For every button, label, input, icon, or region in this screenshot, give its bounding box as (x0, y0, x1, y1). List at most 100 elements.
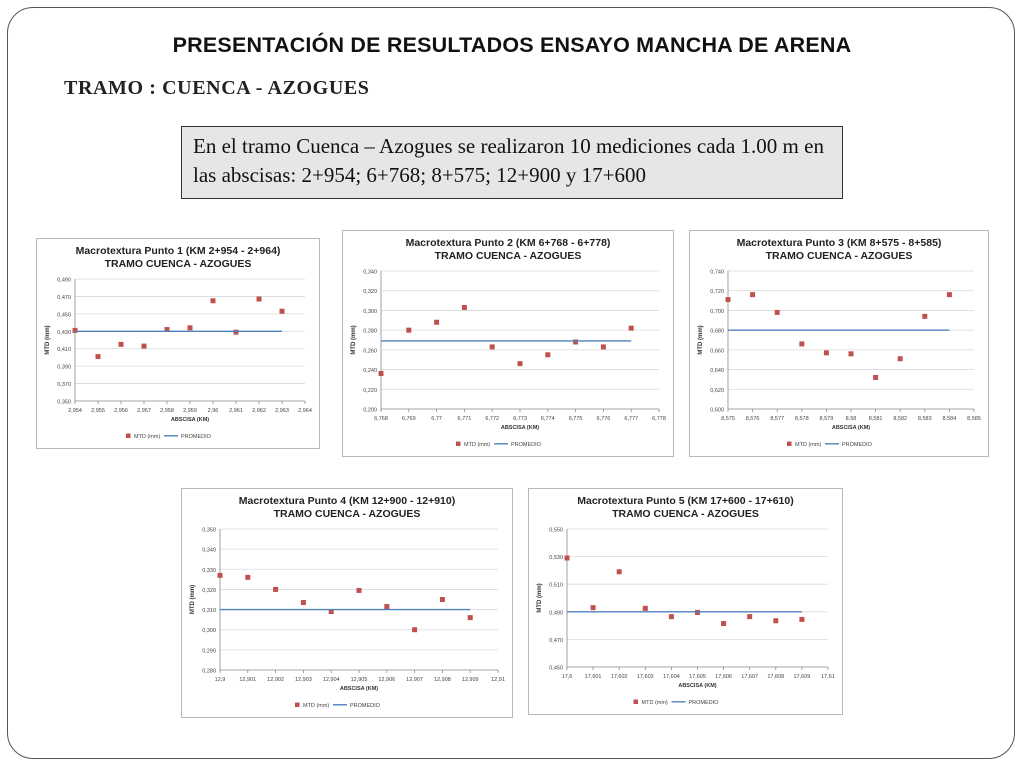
y-axis-label: MTD (mm) (45, 325, 51, 354)
x-tick-label: 2,955 (91, 408, 105, 414)
data-point (616, 569, 622, 575)
x-tick-label: 12,905 (351, 677, 368, 683)
x-axis-label: ABSCISA (KM) (678, 683, 716, 689)
y-axis-label: MTD (mm) (698, 325, 704, 354)
x-tick-label: 17,609 (793, 674, 810, 680)
data-point (300, 600, 306, 606)
x-tick-label: 17,603 (637, 674, 654, 680)
page-title: PRESENTACIÓN DE RESULTADOS ENSAYO MANCHA… (172, 33, 852, 57)
legend-label-mtd: MTD (mm) (134, 434, 160, 440)
data-point (279, 308, 285, 314)
legend-label-promedio: PROMEDIO (181, 434, 212, 440)
y-tick-label: 0,260 (363, 348, 377, 354)
data-point (273, 586, 279, 592)
data-point (873, 374, 879, 380)
data-point (799, 341, 805, 347)
y-tick-label: 0,740 (710, 270, 724, 276)
data-point (217, 572, 223, 578)
y-tick-label: 0,550 (549, 528, 563, 534)
y-tick-label: 0,290 (202, 648, 216, 654)
data-point (187, 325, 193, 331)
data-point (72, 327, 78, 333)
data-point (946, 292, 952, 298)
data-point (412, 627, 418, 633)
x-tick-label: 8,58 (846, 416, 857, 422)
chart-punto-2: Macrotextura Punto 2 (KM 6+768 - 6+778) T… (342, 230, 674, 457)
data-point (642, 605, 648, 611)
x-tick-label: 12,904 (323, 677, 340, 683)
chart-title: Macrotextura Punto 3 (KM 8+575 - 8+585) (737, 237, 942, 249)
y-tick-label: 0,280 (363, 329, 377, 335)
data-point (773, 618, 779, 624)
x-tick-label: 12,906 (378, 677, 395, 683)
chart-subtitle: TRAMO CUENCA - AZOGUES (435, 250, 582, 262)
data-point (434, 319, 440, 325)
legend-label-promedio: PROMEDIO (350, 703, 381, 709)
data-point (600, 344, 606, 350)
legend-label-promedio: PROMEDIO (842, 442, 873, 448)
x-tick-label: 12,9 (215, 677, 226, 683)
legend-label-mtd: MTD (mm) (642, 700, 668, 706)
section-subtitle: TRAMO : CUENCA - AZOGUES (64, 77, 370, 99)
data-point (141, 343, 147, 349)
data-point (378, 371, 384, 377)
x-tick-label: 6,777 (624, 416, 638, 422)
x-tick-label: 17,6 (562, 674, 573, 680)
y-tick-label: 0,620 (710, 388, 724, 394)
data-point (725, 297, 731, 303)
x-tick-label: 8,585 (967, 416, 981, 422)
data-point (356, 587, 362, 593)
y-tick-label: 0,410 (57, 347, 71, 353)
data-point (564, 555, 570, 561)
x-tick-label: 12,91 (491, 677, 505, 683)
data-point (848, 351, 854, 357)
y-tick-label: 0,470 (549, 638, 563, 644)
data-point (164, 327, 170, 333)
data-point (489, 344, 495, 350)
y-axis-label: MTD (mm) (351, 325, 357, 354)
x-tick-label: 6,77 (431, 416, 442, 422)
data-point (461, 304, 467, 310)
y-tick-label: 0,240 (363, 368, 377, 374)
y-tick-label: 0,470 (57, 295, 71, 301)
chart-title: Macrotextura Punto 4 (KM 12+900 - 12+910… (239, 495, 456, 507)
y-tick-label: 0,350 (57, 400, 71, 406)
y-tick-label: 0,350 (202, 528, 216, 534)
x-tick-label: 6,772 (485, 416, 499, 422)
x-tick-label: 6,771 (458, 416, 472, 422)
chart-svg-punto-5: Macrotextura Punto 5 (KM 17+600 - 17+610… (537, 495, 835, 706)
x-tick-label: 8,583 (918, 416, 932, 422)
x-axis-label: ABSCISA (KM) (832, 425, 870, 431)
x-tick-label: 8,584 (943, 416, 957, 422)
chart-subtitle: TRAMO CUENCA - AZOGUES (766, 250, 913, 262)
x-tick-label: 17,608 (767, 674, 784, 680)
data-point (245, 574, 251, 580)
x-tick-label: 12,903 (295, 677, 312, 683)
x-tick-label: 8,576 (746, 416, 760, 422)
y-tick-label: 0,330 (202, 568, 216, 574)
x-tick-label: 17,604 (663, 674, 680, 680)
x-tick-label: 8,581 (869, 416, 883, 422)
legend-marker-mtd (295, 702, 300, 707)
legend-label-promedio: PROMEDIO (689, 700, 720, 706)
data-point (799, 616, 805, 622)
legend-marker-mtd (126, 433, 131, 438)
data-point (750, 292, 756, 298)
chart-svg-punto-4: Macrotextura Punto 4 (KM 12+900 - 12+910… (190, 495, 505, 709)
legend-marker-mtd (633, 699, 638, 704)
y-tick-label: 0,680 (710, 329, 724, 335)
x-tick-label: 17,602 (611, 674, 628, 680)
data-point (210, 298, 216, 304)
x-tick-label: 17,605 (689, 674, 706, 680)
x-tick-label: 8,579 (820, 416, 834, 422)
y-tick-label: 0,450 (549, 666, 563, 672)
y-tick-label: 0,490 (57, 278, 71, 284)
data-point (467, 615, 473, 621)
x-tick-label: 2,957 (137, 408, 151, 414)
chart-title: Macrotextura Punto 1 (KM 2+954 - 2+964) (76, 245, 281, 257)
data-point (747, 614, 753, 620)
x-tick-label: 6,778 (652, 416, 666, 422)
data-point (517, 361, 523, 367)
data-point (897, 356, 903, 362)
chart-title: Macrotextura Punto 5 (KM 17+600 - 17+610… (577, 495, 794, 507)
